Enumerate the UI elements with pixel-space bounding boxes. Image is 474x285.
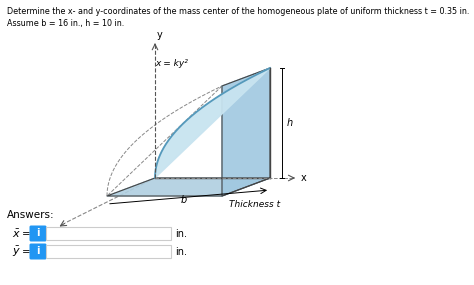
Text: in.: in.: [175, 247, 187, 257]
Bar: [46, 227, 171, 240]
Text: i: i: [36, 229, 40, 239]
Text: in.: in.: [175, 229, 187, 239]
Text: Determine the x- and y-coordinates of the mass center of the homogeneous plate o: Determine the x- and y-coordinates of th…: [7, 7, 469, 16]
Text: Assume b = 16 in., h = 10 in.: Assume b = 16 in., h = 10 in.: [7, 19, 124, 28]
Text: $\bar{x}$: $\bar{x}$: [12, 228, 21, 240]
Text: $\bar{y}$: $\bar{y}$: [12, 245, 21, 259]
Polygon shape: [155, 68, 270, 178]
FancyBboxPatch shape: [29, 225, 46, 241]
Text: x: x: [301, 173, 307, 183]
Text: Answers:: Answers:: [7, 210, 55, 220]
Text: i: i: [36, 247, 40, 256]
FancyBboxPatch shape: [29, 243, 46, 260]
Text: x = ky²: x = ky²: [155, 59, 188, 68]
Polygon shape: [107, 178, 270, 196]
Text: z: z: [48, 230, 53, 240]
Text: =: =: [22, 229, 31, 239]
Text: Thickness t: Thickness t: [229, 200, 281, 209]
Text: y: y: [157, 30, 163, 40]
Text: =: =: [22, 247, 31, 257]
Bar: [46, 245, 171, 258]
Text: h: h: [287, 118, 293, 128]
Text: b: b: [181, 195, 187, 205]
Polygon shape: [222, 68, 270, 196]
